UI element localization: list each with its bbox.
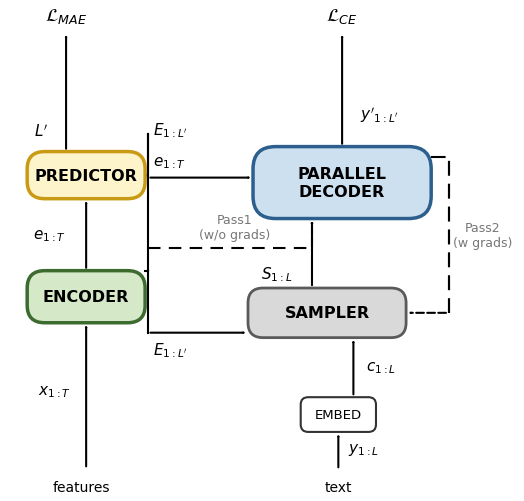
Text: $\mathcal{L}_{CE}$: $\mathcal{L}_{CE}$: [326, 7, 358, 26]
Text: $e_{1:T}$: $e_{1:T}$: [33, 227, 66, 243]
FancyBboxPatch shape: [253, 147, 431, 219]
Text: features: features: [52, 480, 110, 494]
Text: $\mathcal{L}_{MAE}$: $\mathcal{L}_{MAE}$: [45, 7, 87, 26]
Text: $E_{1:L'}$: $E_{1:L'}$: [152, 341, 188, 359]
Text: EMBED: EMBED: [315, 408, 362, 421]
Text: $y_{1:L}$: $y_{1:L}$: [348, 441, 379, 456]
Text: ENCODER: ENCODER: [43, 290, 129, 305]
FancyBboxPatch shape: [248, 289, 406, 338]
Text: Pass1
(w/o grads): Pass1 (w/o grads): [199, 213, 270, 241]
Text: SAMPLER: SAMPLER: [285, 306, 369, 321]
Text: PARALLEL
DECODER: PARALLEL DECODER: [298, 167, 387, 199]
Text: $e_{1:T}$: $e_{1:T}$: [152, 155, 186, 171]
Text: Pass2
(w grads): Pass2 (w grads): [453, 221, 512, 249]
FancyBboxPatch shape: [301, 397, 376, 432]
Text: $L'$: $L'$: [34, 123, 48, 140]
Text: $c_{1:L}$: $c_{1:L}$: [366, 360, 396, 376]
Text: $S_{1:L}$: $S_{1:L}$: [261, 265, 292, 284]
FancyBboxPatch shape: [27, 152, 145, 199]
Text: $x_{1:T}$: $x_{1:T}$: [38, 383, 71, 399]
Text: $y'_{1:L'}$: $y'_{1:L'}$: [359, 105, 399, 125]
FancyBboxPatch shape: [27, 271, 145, 323]
Text: text: text: [324, 480, 352, 494]
Text: $E_{1:L'}$: $E_{1:L'}$: [152, 121, 188, 140]
Text: PREDICTOR: PREDICTOR: [35, 168, 138, 183]
